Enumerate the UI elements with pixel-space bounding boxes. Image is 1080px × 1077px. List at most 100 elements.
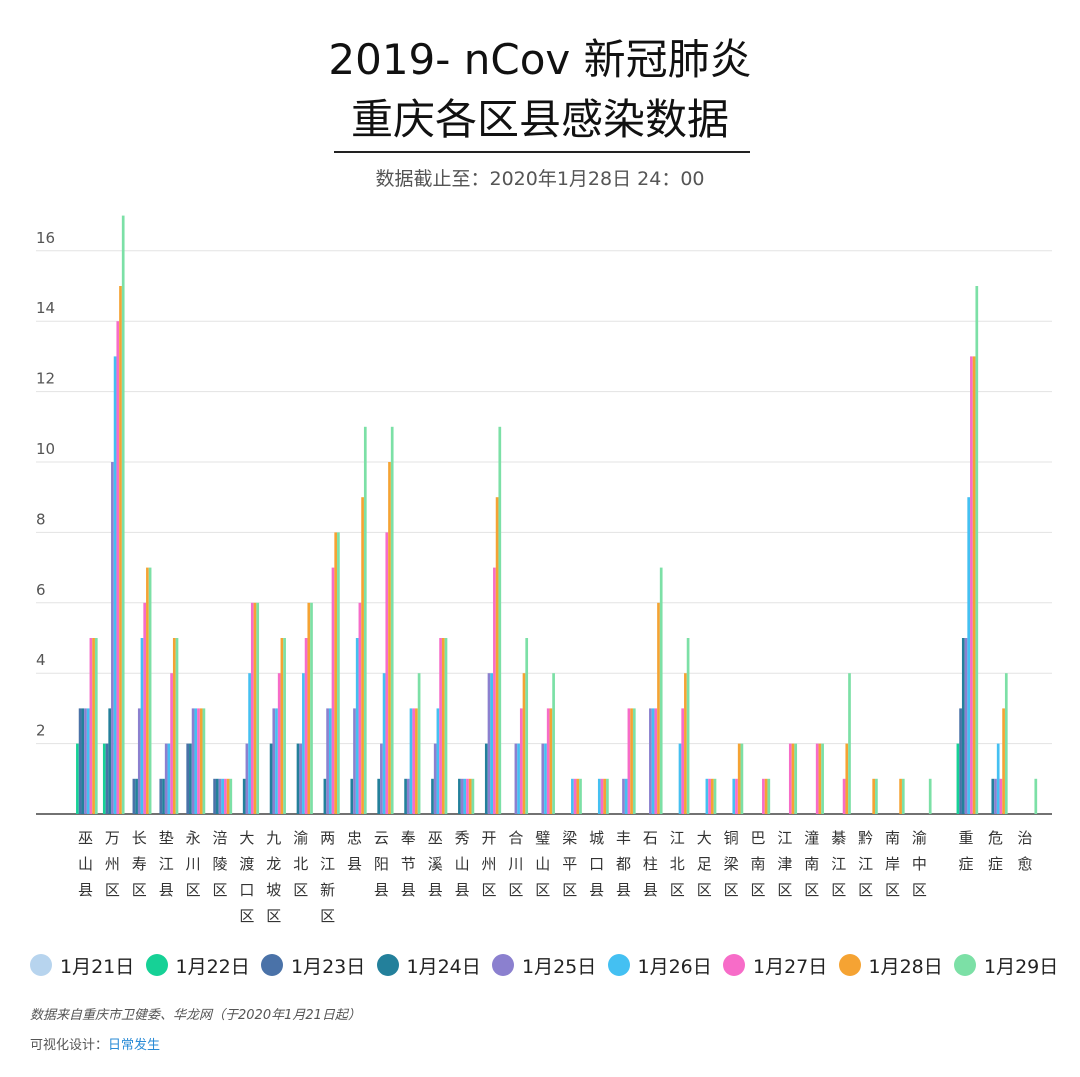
- bar: [659, 567, 663, 814]
- legend-label: 1月23日: [291, 955, 366, 978]
- x-category-label: 渝: [293, 829, 308, 847]
- legend-label: 1月25日: [522, 955, 597, 978]
- bar: [377, 778, 381, 814]
- x-category-label: 区: [239, 907, 254, 925]
- bar: [388, 462, 391, 814]
- bar: [94, 638, 98, 814]
- bar: [226, 778, 230, 814]
- bar: [552, 673, 555, 814]
- x-category-label: 区: [670, 881, 685, 899]
- bar: [686, 638, 690, 814]
- y-tick-label: 6: [36, 581, 46, 599]
- bar: [78, 708, 82, 814]
- bar: [1034, 778, 1038, 814]
- bar: [111, 462, 114, 814]
- bar: [1002, 708, 1005, 814]
- bar: [355, 638, 359, 814]
- bar: [678, 743, 682, 814]
- x-category-label: 区: [481, 881, 496, 899]
- x-category-label: 江: [670, 829, 685, 847]
- bar: [495, 497, 499, 814]
- x-category-label: 岸: [885, 855, 900, 873]
- y-tick-label: 4: [36, 651, 46, 669]
- chart-legend: 1月21日 1月22日 1月23日 1月24日 1月25日 1月26日 1月27日 1月28日…: [30, 950, 1070, 980]
- x-category-label: 江: [858, 855, 873, 873]
- x-category-label: 区: [831, 881, 846, 899]
- bar: [304, 638, 308, 814]
- x-category-label: 区: [912, 881, 927, 899]
- x-category-label: 云: [374, 829, 389, 847]
- bar: [406, 778, 410, 814]
- bar: [818, 743, 822, 814]
- bar: [493, 567, 496, 814]
- x-category-label: 川: [508, 855, 523, 873]
- bar: [740, 743, 744, 814]
- x-category-label: 县: [428, 881, 443, 899]
- legend-swatch: [954, 954, 976, 976]
- bar: [148, 567, 152, 814]
- bar: [296, 743, 300, 814]
- bar: [382, 673, 386, 814]
- x-category-label: 秀: [455, 829, 470, 847]
- bar: [248, 673, 251, 814]
- legend-item: 1月24日: [376, 950, 481, 980]
- x-category-label: 县: [401, 881, 416, 899]
- bar: [328, 708, 332, 814]
- x-category-label: 区: [777, 881, 792, 899]
- bar: [439, 638, 442, 814]
- bar: [431, 778, 434, 814]
- bar: [363, 426, 367, 814]
- bar: [622, 778, 625, 814]
- bar: [603, 778, 607, 814]
- bar: [390, 426, 394, 814]
- legend-swatch: [30, 954, 52, 976]
- legend-item: 1月23日: [261, 950, 365, 980]
- x-category-label: 寿: [132, 855, 147, 873]
- bar: [242, 778, 246, 814]
- bar: [140, 638, 144, 814]
- bar: [119, 286, 122, 814]
- x-category-label: 县: [643, 881, 658, 899]
- bar: [490, 673, 494, 814]
- x-category-label: 北: [670, 855, 685, 873]
- x-category-label: 都: [616, 855, 631, 873]
- bar: [970, 356, 973, 814]
- x-category-label: 平: [562, 855, 577, 873]
- bar: [137, 708, 141, 814]
- bar: [172, 638, 176, 814]
- bar: [624, 778, 628, 814]
- bar: [277, 673, 281, 814]
- bar: [350, 778, 354, 814]
- x-category-label: 山: [535, 855, 550, 873]
- x-category-label: 龙: [266, 855, 281, 873]
- bar: [132, 778, 136, 814]
- bar: [994, 778, 997, 814]
- legend-item: 1月29日: [954, 950, 1058, 980]
- x-category-label: 县: [374, 881, 389, 899]
- bar: [460, 778, 464, 814]
- legend-swatch: [261, 954, 283, 976]
- x-category-label: 九: [266, 829, 281, 847]
- x-category-label: 合: [508, 829, 523, 847]
- x-category-label: 开: [481, 829, 496, 847]
- x-category-label: 足: [697, 855, 712, 873]
- legend-item: 1月21日: [30, 950, 134, 980]
- bar: [737, 743, 741, 814]
- x-category-label: 县: [78, 881, 93, 899]
- x-category-label: 柱: [643, 855, 658, 873]
- bar: [202, 708, 206, 814]
- bar: [597, 778, 601, 814]
- bar: [245, 743, 249, 814]
- x-category-label: 重: [958, 829, 973, 847]
- bar: [433, 743, 437, 814]
- y-tick-label: 2: [36, 722, 46, 740]
- bar: [845, 743, 849, 814]
- bar: [186, 743, 190, 814]
- bar: [116, 321, 120, 814]
- bar: [651, 708, 655, 814]
- x-category-label: 阳: [374, 855, 389, 873]
- credit-name-link[interactable]: 日常发生: [108, 1038, 161, 1053]
- x-category-label: 区: [212, 881, 227, 899]
- bar: [710, 778, 714, 814]
- bar: [81, 708, 85, 814]
